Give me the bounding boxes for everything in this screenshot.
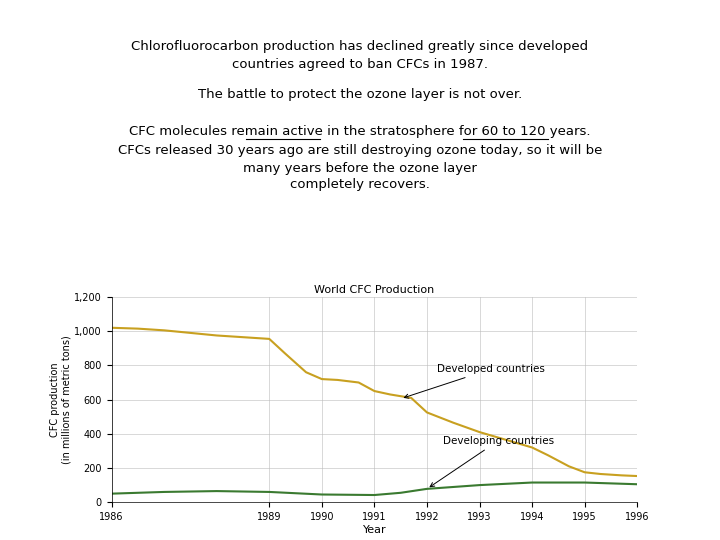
Text: The battle to protect the ozone layer is not over.: The battle to protect the ozone layer is… (198, 88, 522, 101)
Text: CFCs released 30 years ago are still destroying ozone today, so it will be: CFCs released 30 years ago are still des… (118, 144, 602, 157)
Text: completely recovers.: completely recovers. (290, 178, 430, 191)
Text: Chlorofluorocarbon production has declined greatly since developed: Chlorofluorocarbon production has declin… (132, 40, 588, 53)
Text: many years before the ozone layer: many years before the ozone layer (243, 162, 477, 175)
Text: CFC molecules remain active in the stratosphere for 60 to 120 years.: CFC molecules remain active in the strat… (130, 125, 590, 138)
Y-axis label: CFC production
(in millions of metric tons): CFC production (in millions of metric to… (50, 335, 71, 464)
Title: World CFC Production: World CFC Production (314, 285, 435, 295)
Text: Developed countries: Developed countries (405, 364, 545, 398)
Text: Developing countries: Developing countries (430, 436, 554, 487)
X-axis label: Year: Year (363, 525, 386, 535)
Text: countries agreed to ban CFCs in 1987.: countries agreed to ban CFCs in 1987. (232, 58, 488, 71)
